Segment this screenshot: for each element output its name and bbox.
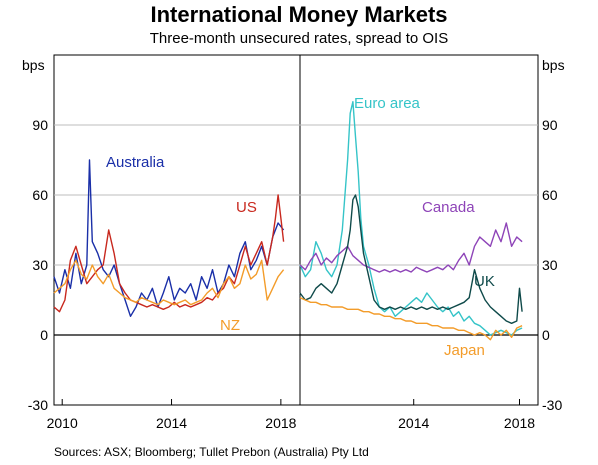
right-y-tick-labels: -30 0 30 60 90 (542, 117, 562, 413)
y-tick-right-90: 90 (542, 117, 558, 133)
x-tick-label-left-2010: 2010 (47, 415, 78, 431)
y-tick-right-neg30: -30 (542, 397, 562, 413)
annotation-japan: Japan (444, 342, 485, 359)
left-panel-series (53, 159, 285, 317)
y-tick-right-30: 30 (542, 257, 558, 273)
x-tick-label-left-2014: 2014 (156, 415, 187, 431)
chart-subtitle: Three-month unsecured rates, spread to O… (149, 30, 449, 47)
gridlines (54, 124, 538, 266)
y-tick-right-60: 60 (542, 187, 558, 203)
y-tick-right-0: 0 (542, 327, 550, 343)
series-line-us (53, 194, 285, 313)
x-tick-label-left-2018: 2018 (265, 415, 296, 431)
annotation-us: US (236, 199, 257, 216)
left-y-tick-labels: -30 0 30 60 90 (28, 117, 48, 413)
left-panel-frame (53, 54, 301, 406)
series-line-canada (299, 222, 523, 273)
y-tick-left-30: 30 (32, 257, 48, 273)
sources-note: Sources: ASX; Bloomberg; Tullet Prebon (… (54, 445, 369, 459)
annotation-euro-area: Euro area (354, 95, 421, 112)
y-tick-left-neg30: -30 (28, 397, 48, 413)
x-tick-labels: 2010 2014 2018 2014 2018 (47, 399, 535, 431)
right-y-axis-label: bps (542, 57, 565, 73)
chart-title: International Money Markets (150, 2, 448, 27)
series-line-japan (299, 297, 523, 341)
x-tick-label-right-2018: 2018 (504, 415, 535, 431)
y-tick-left-90: 90 (32, 117, 48, 133)
right-panel-series (299, 100, 523, 341)
series-line-uk (299, 194, 523, 324)
annotation-canada: Canada (422, 199, 475, 216)
y-tick-left-0: 0 (40, 327, 48, 343)
y-tick-left-60: 60 (32, 187, 48, 203)
series-line-euro-area (299, 100, 523, 336)
x-tick-label-right-2014: 2014 (398, 415, 429, 431)
left-y-axis-label: bps (22, 57, 45, 73)
annotation-australia: Australia (106, 154, 165, 171)
series-line-nz (53, 259, 285, 306)
annotation-nz: NZ (220, 317, 240, 334)
annotation-uk: UK (474, 273, 495, 290)
right-panel-frame (299, 54, 539, 406)
series-line-australia (53, 159, 285, 317)
